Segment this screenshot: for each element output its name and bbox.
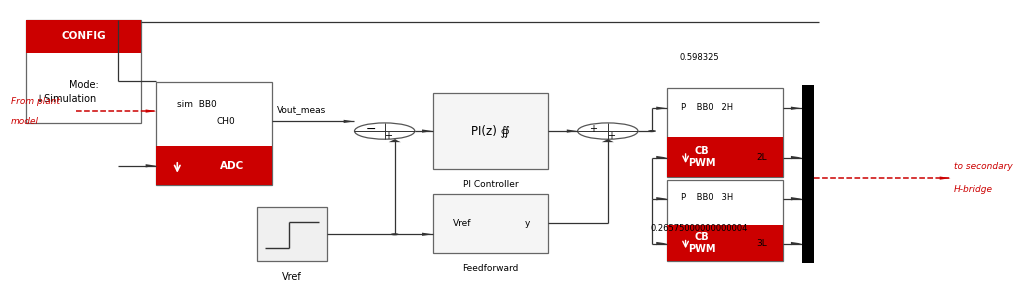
Text: −: − xyxy=(366,123,377,136)
Text: 2L: 2L xyxy=(757,153,767,162)
Text: ADC: ADC xyxy=(219,161,244,171)
Polygon shape xyxy=(145,164,157,168)
Text: H-bridge: H-bridge xyxy=(953,185,992,194)
Text: Vref: Vref xyxy=(453,219,471,228)
Text: +: + xyxy=(384,130,391,141)
Circle shape xyxy=(648,130,656,132)
Bar xyxy=(26,20,141,53)
Bar xyxy=(157,82,272,185)
Polygon shape xyxy=(656,156,667,159)
Bar xyxy=(667,88,782,177)
Text: CH0: CH0 xyxy=(216,117,236,126)
Text: model: model xyxy=(10,117,39,125)
Bar xyxy=(433,194,549,253)
Text: CB
PWM: CB PWM xyxy=(688,232,716,254)
Polygon shape xyxy=(422,233,433,236)
Text: PI Controller: PI Controller xyxy=(463,180,518,189)
Bar xyxy=(157,146,272,185)
Polygon shape xyxy=(791,242,802,245)
Polygon shape xyxy=(344,120,354,123)
Circle shape xyxy=(391,233,398,235)
Polygon shape xyxy=(791,197,802,200)
Bar xyxy=(26,20,141,123)
Polygon shape xyxy=(940,177,950,180)
Text: to secondary: to secondary xyxy=(953,162,1013,171)
Bar xyxy=(667,180,782,261)
Text: P    BB0   3H: P BB0 3H xyxy=(681,193,733,202)
Bar xyxy=(433,93,549,169)
Polygon shape xyxy=(602,139,613,142)
Text: From plant: From plant xyxy=(10,97,59,106)
Text: sim  BB0: sim BB0 xyxy=(177,100,217,110)
Text: CONFIG: CONFIG xyxy=(61,31,105,41)
Polygon shape xyxy=(566,129,578,133)
Polygon shape xyxy=(656,107,667,110)
Text: 3L: 3L xyxy=(757,239,767,248)
Text: +: + xyxy=(589,124,597,134)
Text: +: + xyxy=(607,130,614,141)
Text: y: y xyxy=(525,219,530,228)
Text: 0.26575000000000004: 0.26575000000000004 xyxy=(651,224,749,233)
Polygon shape xyxy=(656,242,667,245)
Polygon shape xyxy=(145,110,157,113)
Text: Vref: Vref xyxy=(283,272,302,282)
Text: P    BB0   2H: P BB0 2H xyxy=(682,103,733,112)
Text: Mode:: Mode: xyxy=(69,80,98,90)
Text: Vout_meas: Vout_meas xyxy=(278,106,327,115)
Polygon shape xyxy=(422,129,433,133)
Text: 0.598325: 0.598325 xyxy=(680,53,719,62)
Polygon shape xyxy=(791,107,802,110)
Polygon shape xyxy=(389,139,400,142)
Text: Feedforward: Feedforward xyxy=(463,264,519,273)
Polygon shape xyxy=(656,197,667,200)
Polygon shape xyxy=(791,156,802,159)
Bar xyxy=(802,85,814,263)
Text: PI(z) ∯: PI(z) ∯ xyxy=(471,125,510,138)
Bar xyxy=(667,137,782,177)
Bar xyxy=(257,207,328,261)
Text: ↓Simulation: ↓Simulation xyxy=(36,94,96,104)
Text: CB
PWM: CB PWM xyxy=(688,146,716,168)
Bar xyxy=(667,225,782,261)
